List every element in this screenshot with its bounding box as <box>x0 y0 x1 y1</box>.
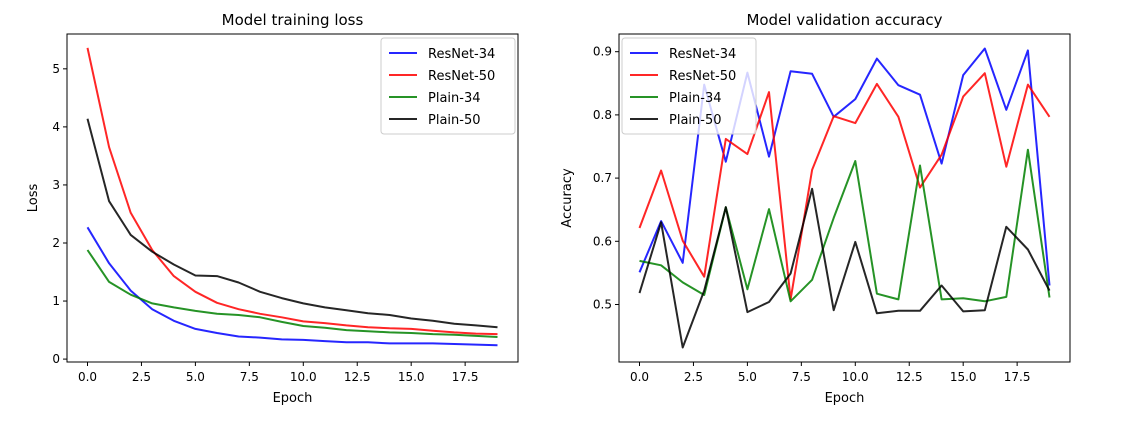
series-line-plain-50 <box>638 187 1051 349</box>
chart-panel-1: 0.0 2.5 5.0 7.5 10.0 12.5 15.0 17.5 0 1 2 3 4 5 Model … <box>26 11 519 406</box>
plot-frame <box>66 33 519 363</box>
legend-label: Plain-50 <box>669 113 722 128</box>
y-tick-label: 1 <box>52 294 60 308</box>
legend-label: Plain-34 <box>428 91 481 106</box>
x-tick-label: 17.5 <box>1004 370 1031 384</box>
y-tick-label: 0.9 <box>593 45 612 59</box>
x-tick-label: 15.0 <box>950 370 977 384</box>
x-tick-label: 5.0 <box>738 370 757 384</box>
x-tick-label: 10.0 <box>290 370 317 384</box>
y-tick-label: 0.6 <box>593 234 612 248</box>
y-tick-label: 0.7 <box>593 171 612 185</box>
chart-title: Model validation accuracy <box>746 11 942 29</box>
x-tick-label: 15.0 <box>398 370 425 384</box>
x-tick-label: 7.5 <box>240 370 259 384</box>
chart-panel-2: 0.0 2.5 5.0 7.5 10.0 12.5 15.0 17.5 0.5 0.6 0.7 0.8… <box>560 11 1071 406</box>
series-line-resnet-50 <box>638 72 1051 301</box>
x-tick-label: 17.5 <box>452 370 479 384</box>
x-axis-label: Epoch <box>825 391 865 406</box>
x-tick-label: 12.5 <box>896 370 923 384</box>
x-tick-label: 0.0 <box>630 370 649 384</box>
x-tick-label: 10.0 <box>842 370 869 384</box>
series-line-plain-34 <box>86 249 498 338</box>
legend-box <box>380 37 516 135</box>
x-tick-label: 5.0 <box>186 370 205 384</box>
y-tick-label: 0.5 <box>593 297 612 311</box>
y-axis-label: Loss <box>26 184 41 213</box>
legend-label: Plain-50 <box>428 113 481 128</box>
legend: ResNet-34 ResNet-50 Plain-34 Plain-50 <box>621 37 757 135</box>
series-line-resnet-34 <box>86 226 498 347</box>
y-tick-label: 0.8 <box>593 108 612 122</box>
x-tick-label: 12.5 <box>344 370 371 384</box>
legend-label: ResNet-34 <box>669 47 736 62</box>
legend-label: ResNet-50 <box>669 69 736 84</box>
x-axis-label: Epoch <box>273 391 313 406</box>
x-tick-label: 2.5 <box>132 370 151 384</box>
y-axis-label: Accuracy <box>560 168 575 228</box>
y-tick-label: 0 <box>52 352 60 366</box>
legend-box <box>621 37 757 135</box>
y-tick-label: 5 <box>52 62 60 76</box>
series-line-plain-50 <box>86 118 498 329</box>
x-tick-label: 0.0 <box>78 370 97 384</box>
legend: ResNet-34 ResNet-50 Plain-34 Plain-50 <box>380 37 516 135</box>
legend-label: ResNet-34 <box>428 47 495 62</box>
chart-title: Model training loss <box>222 11 364 29</box>
x-tick-label: 7.5 <box>792 370 811 384</box>
plot-frame <box>618 33 1071 363</box>
y-tick-label: 3 <box>52 178 60 192</box>
x-tick-label: 2.5 <box>684 370 703 384</box>
y-tick-label: 4 <box>52 120 60 134</box>
y-tick-label: 2 <box>52 236 60 250</box>
legend-label: Plain-34 <box>669 91 722 106</box>
legend-label: ResNet-50 <box>428 69 495 84</box>
